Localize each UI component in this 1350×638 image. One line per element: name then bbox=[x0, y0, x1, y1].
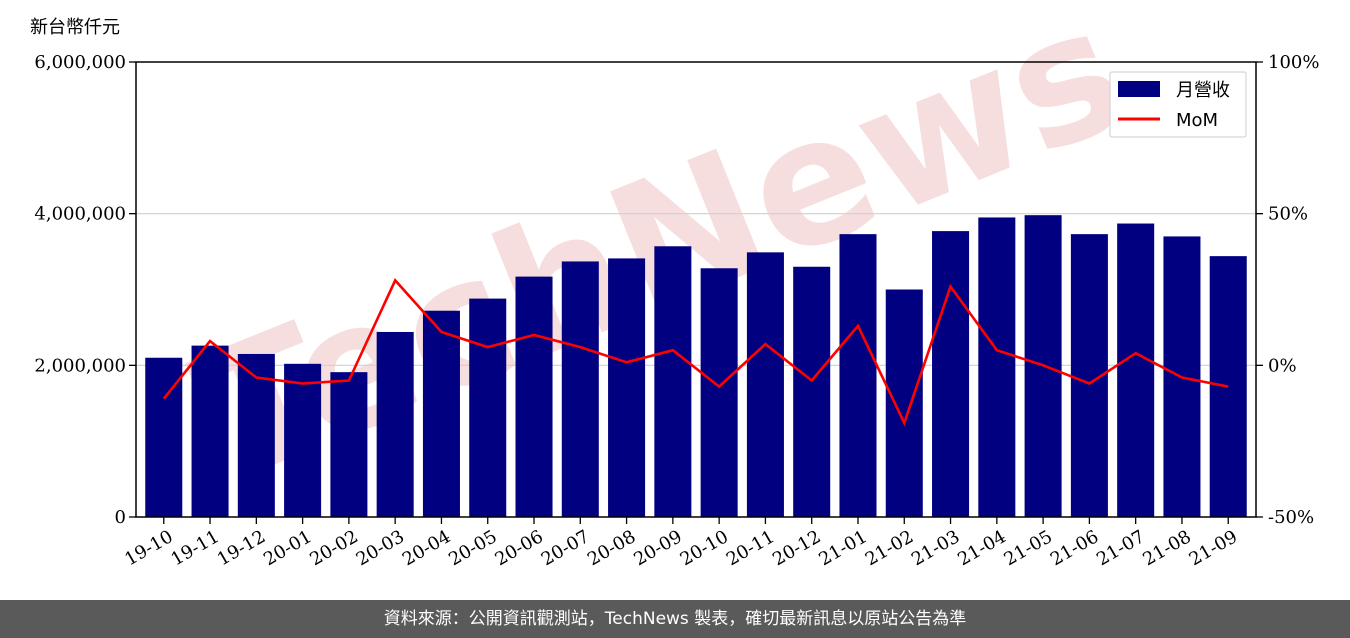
x-tick-label: 21-06 bbox=[1047, 526, 1102, 570]
y2-tick-label: -50% bbox=[1268, 507, 1314, 528]
bar bbox=[839, 234, 877, 517]
legend-bar-label: 月營收 bbox=[1176, 80, 1230, 101]
bar bbox=[422, 310, 460, 517]
bar bbox=[330, 372, 368, 517]
x-tick-label: 20-11 bbox=[723, 526, 778, 570]
x-tick-label: 19-10 bbox=[121, 526, 176, 570]
x-tick-label: 21-04 bbox=[954, 526, 1009, 570]
bar bbox=[885, 289, 923, 517]
y-axis-unit-label: 新台幣仟元 bbox=[30, 17, 120, 38]
x-tick-label: 21-05 bbox=[1001, 526, 1056, 570]
bar bbox=[191, 345, 229, 517]
x-tick-label: 20-10 bbox=[677, 526, 732, 570]
y-tick-label: 0 bbox=[115, 507, 126, 528]
bar bbox=[793, 266, 831, 517]
bar bbox=[469, 298, 507, 517]
x-tick-label: 20-12 bbox=[769, 526, 824, 570]
bar bbox=[1209, 256, 1247, 517]
x-tick-label: 21-03 bbox=[908, 526, 963, 570]
bar bbox=[654, 246, 692, 517]
x-tick-label: 19-12 bbox=[214, 526, 269, 570]
x-tick-label: 21-01 bbox=[815, 526, 870, 570]
x-tick-label: 20-01 bbox=[260, 526, 315, 570]
bar bbox=[515, 276, 553, 517]
y2-tick-label: 0% bbox=[1268, 355, 1297, 376]
x-tick-label: 20-02 bbox=[306, 526, 361, 570]
x-tick-label: 21-02 bbox=[862, 526, 917, 570]
y2-tick-label: 50% bbox=[1268, 204, 1308, 225]
bar bbox=[746, 252, 784, 517]
legend-line-label: MoM bbox=[1176, 110, 1218, 131]
bar bbox=[561, 261, 599, 517]
x-tick-label: 21-09 bbox=[1186, 526, 1241, 570]
y-tick-label: 2,000,000 bbox=[34, 355, 126, 376]
x-tick-label: 20-08 bbox=[584, 526, 639, 570]
footer-source-note: 資料來源：公開資訊觀測站，TechNews 製表，確切最新訊息以原站公告為準 bbox=[0, 600, 1350, 638]
x-tick-label: 21-07 bbox=[1093, 526, 1148, 570]
plot-frame bbox=[135, 61, 1257, 518]
bar bbox=[376, 331, 414, 517]
x-tick-label: 19-11 bbox=[168, 526, 223, 570]
x-tick-label: 20-04 bbox=[399, 526, 454, 570]
y-tick-label: 4,000,000 bbox=[34, 204, 126, 225]
bar bbox=[284, 363, 322, 517]
mom-line bbox=[162, 278, 1229, 427]
x-tick-label: 21-08 bbox=[1139, 526, 1194, 570]
bar bbox=[237, 353, 275, 517]
bar bbox=[932, 231, 970, 517]
y-tick-label: 6,000,000 bbox=[34, 52, 126, 73]
x-tick-label: 20-05 bbox=[445, 526, 500, 570]
bar bbox=[700, 268, 738, 517]
legend-bar-swatch bbox=[1118, 81, 1160, 97]
x-tick-label: 20-09 bbox=[630, 526, 685, 570]
chart: TechNews 新台幣仟元 02,000,0004,000,0006,000,… bbox=[30, 0, 1319, 570]
y2-tick-label: 100% bbox=[1268, 52, 1319, 73]
legend: 月營收 MoM bbox=[1109, 71, 1247, 138]
x-tick-label: 20-07 bbox=[538, 526, 593, 570]
x-tick-label: 20-06 bbox=[491, 526, 546, 570]
x-tick-label: 20-03 bbox=[353, 526, 408, 570]
bar bbox=[1117, 223, 1155, 517]
bar bbox=[978, 217, 1016, 518]
bar bbox=[608, 258, 646, 517]
